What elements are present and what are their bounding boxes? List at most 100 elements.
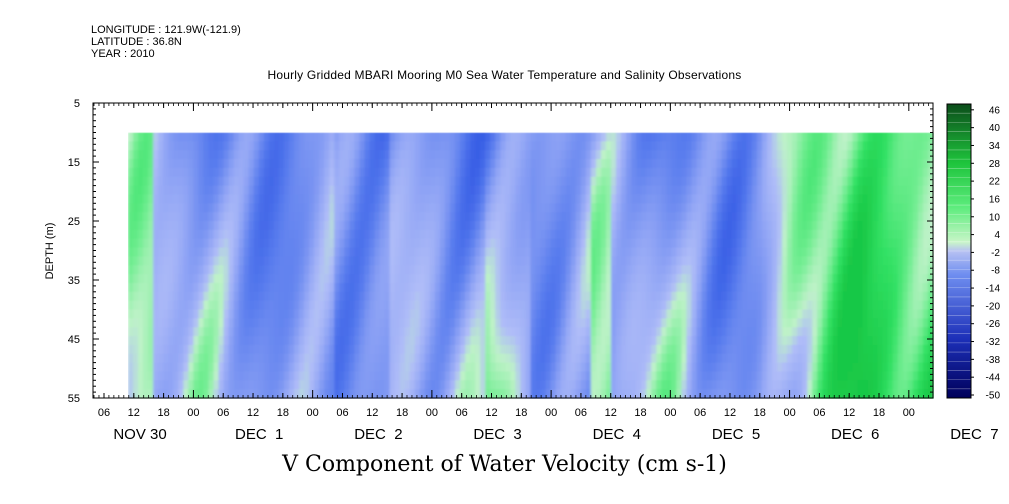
heatmap-cell — [590, 238, 597, 249]
heatmap-cell — [545, 318, 552, 328]
heatmap-cell — [917, 194, 924, 204]
heatmap-cell — [852, 353, 859, 364]
heatmap-cell — [535, 344, 542, 355]
heatmap-cell — [133, 344, 139, 355]
heatmap-cell — [364, 185, 371, 196]
heatmap-cell — [751, 221, 758, 231]
heatmap-cell — [203, 229, 210, 240]
heatmap-cell — [927, 176, 934, 187]
heatmap-cell — [877, 291, 884, 302]
heatmap-cell — [178, 291, 184, 302]
heatmap-cell — [621, 309, 627, 319]
heatmap-cell — [349, 265, 356, 275]
heatmap-cell — [867, 265, 874, 275]
heatmap-cell — [374, 291, 381, 302]
heatmap-cell — [897, 176, 904, 187]
heatmap-cell — [399, 282, 406, 293]
heatmap-cell — [465, 150, 471, 160]
heatmap-cell — [329, 291, 335, 302]
heatmap-cell — [706, 256, 713, 266]
heatmap-cell — [525, 389, 532, 399]
heatmap-cell — [319, 265, 325, 275]
heatmap-cell — [756, 238, 763, 249]
heatmap-cell — [450, 238, 456, 249]
heatmap-cell — [500, 203, 506, 213]
heatmap-cell — [258, 318, 265, 328]
heatmap-cell — [364, 203, 371, 213]
heatmap-cell — [344, 194, 350, 204]
heatmap-cell — [359, 291, 366, 302]
heatmap-cell — [495, 176, 501, 187]
heatmap-cell — [450, 194, 456, 204]
heatmap-cell — [766, 309, 773, 319]
heatmap-cell — [193, 247, 200, 257]
heatmap-cell — [555, 371, 562, 381]
heatmap-cell — [580, 371, 587, 381]
heatmap-cell — [475, 282, 481, 293]
heatmap-cell — [163, 265, 169, 275]
heatmap-cell — [163, 238, 169, 249]
heatmap-cell — [550, 221, 557, 231]
heatmap-cell — [429, 318, 436, 328]
heatmap-cell — [751, 371, 758, 381]
heatmap-cell — [500, 389, 506, 399]
heatmap-cell — [621, 327, 627, 337]
heatmap-cell — [706, 389, 713, 399]
heatmap-cell — [444, 282, 451, 293]
heatmap-cell — [263, 344, 270, 355]
heatmap-cell — [636, 380, 642, 390]
heatmap-cell — [807, 176, 813, 187]
heatmap-cell — [580, 318, 587, 328]
heatmap-cell — [661, 371, 667, 381]
heatmap-cell — [248, 238, 255, 249]
heatmap-cell — [671, 274, 678, 284]
heatmap-cell — [570, 221, 577, 231]
heatmap-cell — [621, 212, 627, 222]
heatmap-cell — [248, 282, 255, 293]
heatmap-cell — [178, 309, 184, 319]
heatmap-cell — [248, 309, 255, 319]
heatmap-cell — [792, 265, 798, 275]
heatmap-cell — [344, 336, 350, 346]
heatmap-cell — [218, 353, 225, 364]
heatmap-cell — [450, 336, 456, 346]
heatmap-cell — [676, 309, 683, 319]
heatmap-cell — [802, 327, 808, 337]
heatmap-cell — [595, 159, 602, 169]
heatmap-cell — [651, 159, 657, 169]
heatmap-cell — [902, 132, 909, 142]
heatmap-cell — [621, 380, 627, 390]
heatmap-cell — [434, 176, 441, 187]
heatmap-cell — [419, 203, 426, 213]
heatmap-cell — [309, 159, 315, 169]
heatmap-cell — [540, 389, 547, 399]
heatmap-cell — [263, 380, 270, 390]
heatmap-cell — [248, 389, 255, 399]
heatmap-cell — [238, 176, 245, 187]
heatmap-cell — [842, 318, 849, 328]
heatmap-cell — [273, 150, 280, 160]
heatmap-cell — [907, 274, 914, 284]
heatmap-cell — [847, 344, 854, 355]
heatmap-cell — [907, 221, 914, 231]
heatmap-cell — [812, 194, 818, 204]
heatmap-cell — [188, 389, 195, 399]
heatmap-cell — [842, 282, 849, 293]
heatmap-cell — [535, 309, 542, 319]
heatmap-cell — [927, 150, 934, 160]
heatmap-cell — [746, 291, 753, 302]
heatmap-cell — [827, 300, 833, 311]
heatmap-cell — [887, 389, 894, 399]
heatmap-cell — [585, 274, 592, 284]
heatmap-cell — [450, 132, 456, 142]
heatmap-cell — [203, 176, 210, 187]
heatmap-cell — [575, 362, 582, 373]
heatmap-cell — [706, 150, 713, 160]
heatmap-cell — [922, 203, 929, 213]
heatmap-cell — [168, 141, 174, 151]
heatmap-cell — [193, 353, 200, 364]
heatmap-cell — [832, 300, 839, 311]
heatmap-cell — [354, 229, 361, 240]
heatmap-cell — [520, 238, 527, 249]
heatmap-cell — [857, 229, 864, 240]
